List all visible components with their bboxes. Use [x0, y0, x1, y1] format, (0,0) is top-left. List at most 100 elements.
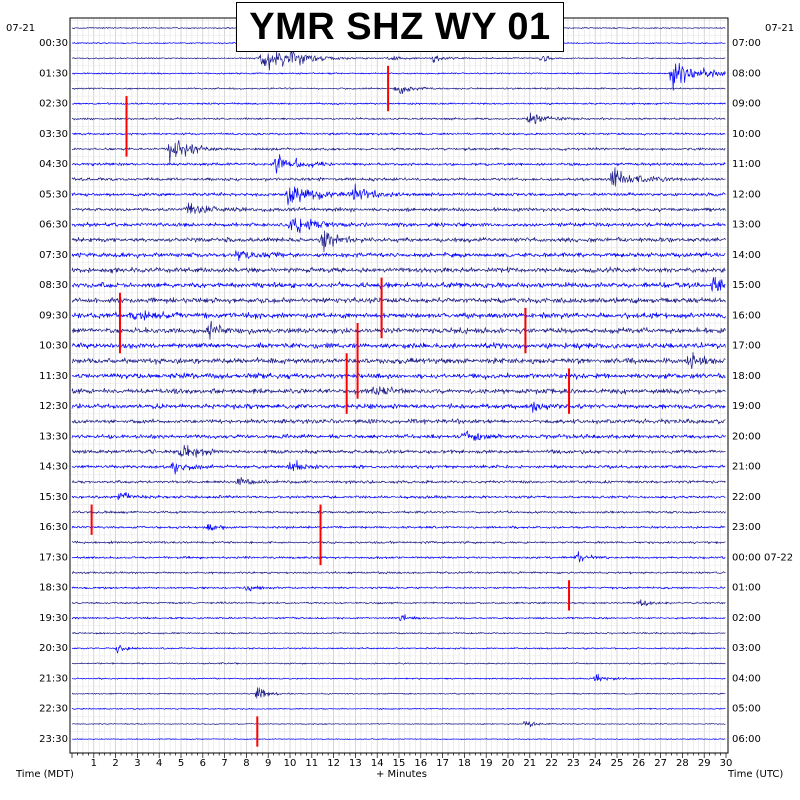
seismogram-trace-37 — [71, 585, 726, 592]
seismogram-trace-11 — [71, 183, 726, 206]
x-tick-label: 28 — [676, 758, 689, 769]
x-tick-label: 5 — [178, 758, 184, 769]
x-tick-label: 17 — [436, 758, 449, 769]
left-hour-label: 23:30 — [39, 734, 68, 745]
left-hour-label: 08:30 — [39, 280, 68, 291]
left-hour-label: 10:30 — [39, 341, 68, 352]
right-hour-label: 03:00 — [732, 643, 761, 654]
seismogram-trace-6 — [71, 112, 726, 125]
right-hour-label: 08:00 — [732, 68, 761, 79]
seismogram-trace-20 — [72, 320, 726, 340]
right-axis-label: Time (UTC) — [727, 769, 783, 780]
x-tick-label: 10 — [284, 758, 297, 769]
right-hour-label: 09:00 — [732, 99, 761, 110]
seismogram-trace-33 — [71, 523, 726, 531]
seismogram-trace-32 — [71, 510, 726, 515]
left-hour-label: 00:30 — [39, 38, 68, 49]
label-layer: 07-21 07-21 Time (MDT) Time (UTC) + Minu… — [6, 23, 794, 780]
left-hour-label: 20:30 — [39, 643, 68, 654]
left-hour-label: 06:30 — [39, 220, 68, 231]
seismogram-trace-42 — [71, 662, 726, 665]
seismogram-trace-27 — [71, 430, 726, 441]
x-tick-label: 4 — [156, 758, 162, 769]
right-hour-label: 05:00 — [732, 704, 761, 715]
right-hour-label: 15:00 — [732, 280, 761, 291]
x-tick-label: 11 — [305, 758, 318, 769]
x-tick-label: 27 — [654, 758, 667, 769]
right-hour-label: 13:00 — [732, 220, 761, 231]
left-hour-label: 16:30 — [39, 522, 68, 533]
seismogram-trace-35 — [71, 551, 726, 563]
left-hour-label: 21:30 — [39, 673, 68, 684]
seismogram-trace-10 — [71, 167, 726, 187]
seismogram-trace-44 — [71, 687, 726, 699]
seismogram-trace-30 — [71, 476, 726, 486]
right-hour-label: 01:00 — [732, 583, 761, 594]
x-tick-label: 30 — [720, 758, 733, 769]
right-hour-label: 16:00 — [732, 310, 761, 321]
x-tick-label: 21 — [523, 758, 536, 769]
x-tick-label: 26 — [632, 758, 645, 769]
seismogram-trace-39 — [71, 614, 726, 621]
title-box: YMR SHZ WY 01 — [236, 2, 564, 52]
left-hour-label: 11:30 — [39, 371, 68, 382]
x-tick-label: 18 — [458, 758, 471, 769]
x-tick-label: 23 — [567, 758, 580, 769]
seismogram-trace-17 — [71, 276, 726, 292]
seismogram-trace-23 — [71, 372, 726, 380]
seismogram-trace-46 — [71, 721, 726, 728]
seismogram-trace-2 — [71, 50, 726, 71]
seismogram-trace-28 — [71, 444, 726, 458]
seismogram-trace-38 — [71, 599, 726, 607]
left-hour-label: 12:30 — [39, 401, 68, 412]
seismogram-trace-31 — [71, 491, 726, 501]
x-tick-label: 2 — [112, 758, 118, 769]
x-tick-label: 29 — [698, 758, 711, 769]
x-tick-label: 24 — [589, 758, 602, 769]
x-tick-label: 8 — [243, 758, 249, 769]
right-hour-label: 18:00 — [732, 371, 761, 382]
left-hour-label: 04:30 — [39, 159, 68, 170]
left-hour-label: 09:30 — [39, 310, 68, 321]
x-tick-label: 19 — [480, 758, 493, 769]
seismogram-trace-41 — [71, 644, 726, 654]
seismogram-trace-34 — [71, 540, 726, 545]
left-hour-label: 13:30 — [39, 431, 68, 442]
seismogram-trace-24 — [71, 386, 726, 396]
seismogram-trace-9 — [71, 154, 726, 174]
x-tick-label: 12 — [327, 758, 340, 769]
seismogram-trace-40 — [71, 631, 726, 635]
x-tick-label: 7 — [221, 758, 227, 769]
right-hour-label: 10:00 — [732, 129, 761, 140]
right-hour-label: 06:00 — [732, 734, 761, 745]
right-hour-label: 02:00 — [732, 613, 761, 624]
left-axis-label: Time (MDT) — [15, 769, 74, 780]
x-tick-label: 25 — [611, 758, 624, 769]
left-hour-label: 03:30 — [39, 129, 68, 140]
seismogram-trace-16 — [71, 266, 726, 274]
x-tick-label: 20 — [502, 758, 515, 769]
right-hour-label: 07:00 — [732, 38, 761, 49]
seismogram-trace-15 — [71, 250, 726, 262]
left-hour-label: 15:30 — [39, 492, 68, 503]
seismogram-trace-5 — [71, 102, 726, 106]
seismogram-trace-4 — [71, 86, 726, 95]
seismogram-trace-8 — [71, 139, 726, 164]
x-tick-label: 14 — [371, 758, 384, 769]
right-hour-label: 20:00 — [732, 431, 761, 442]
x-tick-label: 9 — [265, 758, 271, 769]
left-hour-label: 05:30 — [39, 189, 68, 200]
right-hour-label: 21:00 — [732, 462, 761, 473]
right-hour-label: 04:00 — [732, 673, 761, 684]
left-date-label: 07-21 — [6, 23, 35, 34]
chart-title: YMR SHZ WY 01 — [249, 5, 551, 48]
seismogram-trace-22 — [71, 352, 726, 370]
x-tick-label: 22 — [545, 758, 558, 769]
x-axis-label: + Minutes — [376, 769, 427, 780]
left-hour-label: 02:30 — [39, 99, 68, 110]
x-tick-label: 1 — [91, 758, 97, 769]
left-hour-label: 22:30 — [39, 704, 68, 715]
x-tick-label: 15 — [393, 758, 406, 769]
left-hour-label: 18:30 — [39, 583, 68, 594]
